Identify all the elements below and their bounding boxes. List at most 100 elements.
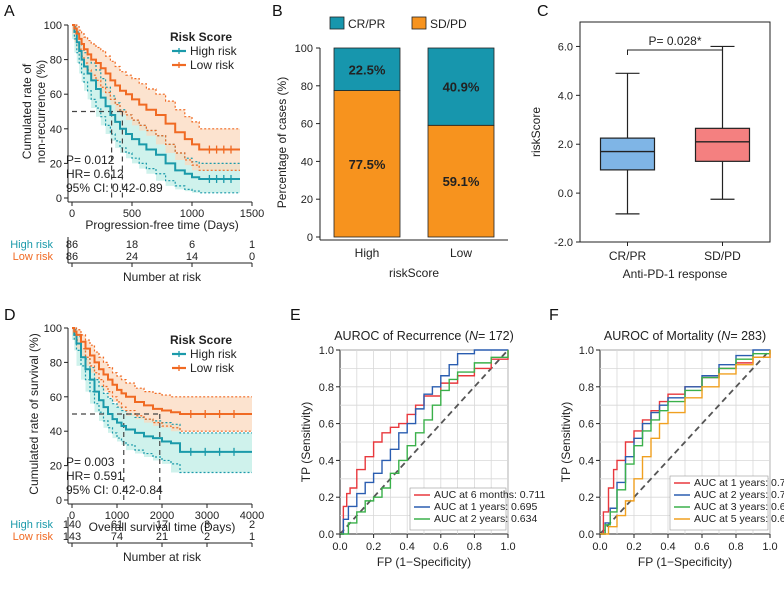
risk-table-cell: 18: [126, 239, 138, 251]
x-tick-label: 0.4: [400, 541, 415, 553]
y-tick-label: 1.0: [579, 345, 594, 357]
bar-label: 59.1%: [443, 174, 480, 189]
y-axis-label: riskScore: [529, 107, 543, 157]
legend-entry-high: High risk: [190, 44, 238, 58]
risk-table-cell: 17: [156, 519, 168, 531]
y-tick-label: -2.0: [554, 237, 573, 249]
y-tick-label: 80: [50, 55, 62, 67]
risk-table-cell: 140: [63, 519, 81, 531]
x-tick-label: SD/PD: [704, 249, 741, 263]
y-tick-label: 100: [295, 43, 313, 55]
chart-title-part: = 172): [478, 329, 514, 343]
y-tick-label: 0.2: [319, 492, 334, 504]
risk-table-cell: 61: [111, 519, 123, 531]
ci-lower-high: [72, 24, 240, 194]
roc-curve-3: [600, 350, 771, 535]
risk-table-cell: 1: [249, 239, 255, 251]
y-tick-label: 1.0: [319, 345, 334, 357]
ci-upper-low: [72, 24, 240, 130]
x-tick-label: 1000: [105, 510, 129, 522]
x-tick-label: 1000: [180, 208, 204, 220]
legend-entry: AUC at 3 years: 0.698: [694, 501, 784, 513]
legend-swatch-cr-pr: [329, 16, 345, 30]
roc-panel-f: 0.0 0.2 0.4 0.6 0.8 1.0 0.0 0.2 0.4 0.6 0.8 1.0 AUC …: [559, 329, 784, 569]
y-tick-label: 60: [50, 89, 62, 101]
box-sd-pd: [694, 127, 751, 162]
legend-title: Risk Score: [170, 30, 232, 44]
x-tick-label: Low: [450, 246, 472, 260]
panel-letter-f: F: [549, 307, 559, 324]
stacked-bar-panel: CR/PR SD/PD 22.5% 77.5% High 40.9% 59.1% Low 0 20…: [275, 16, 508, 280]
y-tick-label: 0.0: [319, 529, 334, 541]
ci-lower-high: [72, 327, 252, 474]
y-tick-label: 0: [307, 232, 313, 244]
y-tick-label: 0.2: [579, 492, 594, 504]
chart-title-part: AUROC of Recurrence (: [334, 329, 470, 343]
ci-band-low: [72, 328, 252, 432]
panel-letter-e: E: [290, 307, 301, 324]
x-tick-label: 0.0: [332, 541, 347, 553]
y-tick-label: 100: [44, 20, 62, 32]
risk-table-cell: 143: [63, 531, 81, 543]
x-axis-label: Overall survival time (Days): [89, 520, 236, 534]
risk-table-cell: 86: [66, 239, 78, 251]
bar-segment-cr-pr: [427, 47, 495, 126]
x-tick-label: 1.0: [500, 541, 515, 553]
x-tick-label: 0.6: [433, 541, 448, 553]
risk-table-cell: 24: [126, 251, 138, 263]
x-tick-label: 3000: [195, 510, 219, 522]
x-axis-label: FP (1−Specificity): [638, 555, 732, 569]
legend-box: [669, 475, 769, 531]
km-curve-high: [72, 327, 252, 453]
chart-title-part: = 283): [730, 329, 766, 343]
x-axis-label: Progression-free time (Days): [85, 218, 238, 232]
y-tick-label: 0.0: [579, 529, 594, 541]
legend-entry: CR/PR: [348, 17, 386, 31]
legend-entry-high: High risk: [190, 347, 238, 361]
risk-table-cell: 14: [186, 251, 198, 263]
bar-label: 77.5%: [349, 157, 386, 172]
chance-diagonal: [339, 349, 509, 535]
x-tick-label: 0.0: [592, 541, 607, 553]
box-plot-panel: CR/PR SD/PD -2.0 0.0 2.0 4.0 6.0 P= 0.028* Anti-…: [529, 21, 771, 281]
risk-table-cell: 2: [204, 531, 210, 543]
stats-line: HR= 0.591: [66, 469, 124, 483]
x-axis-label: Anti-PD-1 response: [623, 267, 728, 281]
risk-table-title: Number at risk: [123, 550, 202, 564]
x-tick-label: 0.8: [728, 541, 743, 553]
risk-table-cell: 74: [111, 531, 123, 543]
risk-table-row-label: Low risk: [13, 531, 54, 543]
stats-line: 95% CI: 0.42-0.84: [66, 483, 163, 497]
x-tick-label: 0.8: [467, 541, 482, 553]
stats-line: P= 0.003: [66, 455, 115, 469]
risk-table-cell: 2: [249, 519, 255, 531]
x-tick-label: CR/PR: [609, 249, 647, 263]
chance-diagonal: [599, 349, 771, 535]
y-tick-label: 0.4: [319, 455, 334, 467]
legend-entry-low: Low risk: [190, 58, 235, 72]
y-tick-label: 0.6: [319, 419, 334, 431]
legend-entry: AUC at 5 years: 0.660: [694, 513, 784, 525]
roc-curve-1: [340, 349, 508, 535]
roc-curve-2: [340, 350, 509, 535]
y-tick-label: 60: [50, 392, 62, 404]
x-axis-label: riskScore: [389, 266, 439, 280]
risk-table-row-label: High risk: [10, 519, 53, 531]
y-tick-label: 20: [301, 194, 313, 206]
risk-table-cell: 1: [249, 531, 255, 543]
median-line: [72, 413, 161, 500]
legend-entry-low: Low risk: [190, 361, 235, 375]
y-tick-label: 0.4: [579, 455, 594, 467]
risk-table-cell: 3: [204, 519, 210, 531]
y-tick-label: 40: [50, 426, 62, 438]
panel-letter-d: D: [4, 307, 16, 324]
x-tick-label: 1500: [240, 208, 264, 220]
plot-frame: [579, 21, 771, 243]
risk-table-row-label: Low risk: [13, 251, 54, 263]
chart-title-part: AUROC of Mortality (: [604, 329, 722, 343]
legend-entry: AUC at 1 years: 0.695: [434, 501, 537, 513]
y-tick-label: 40: [50, 124, 62, 136]
